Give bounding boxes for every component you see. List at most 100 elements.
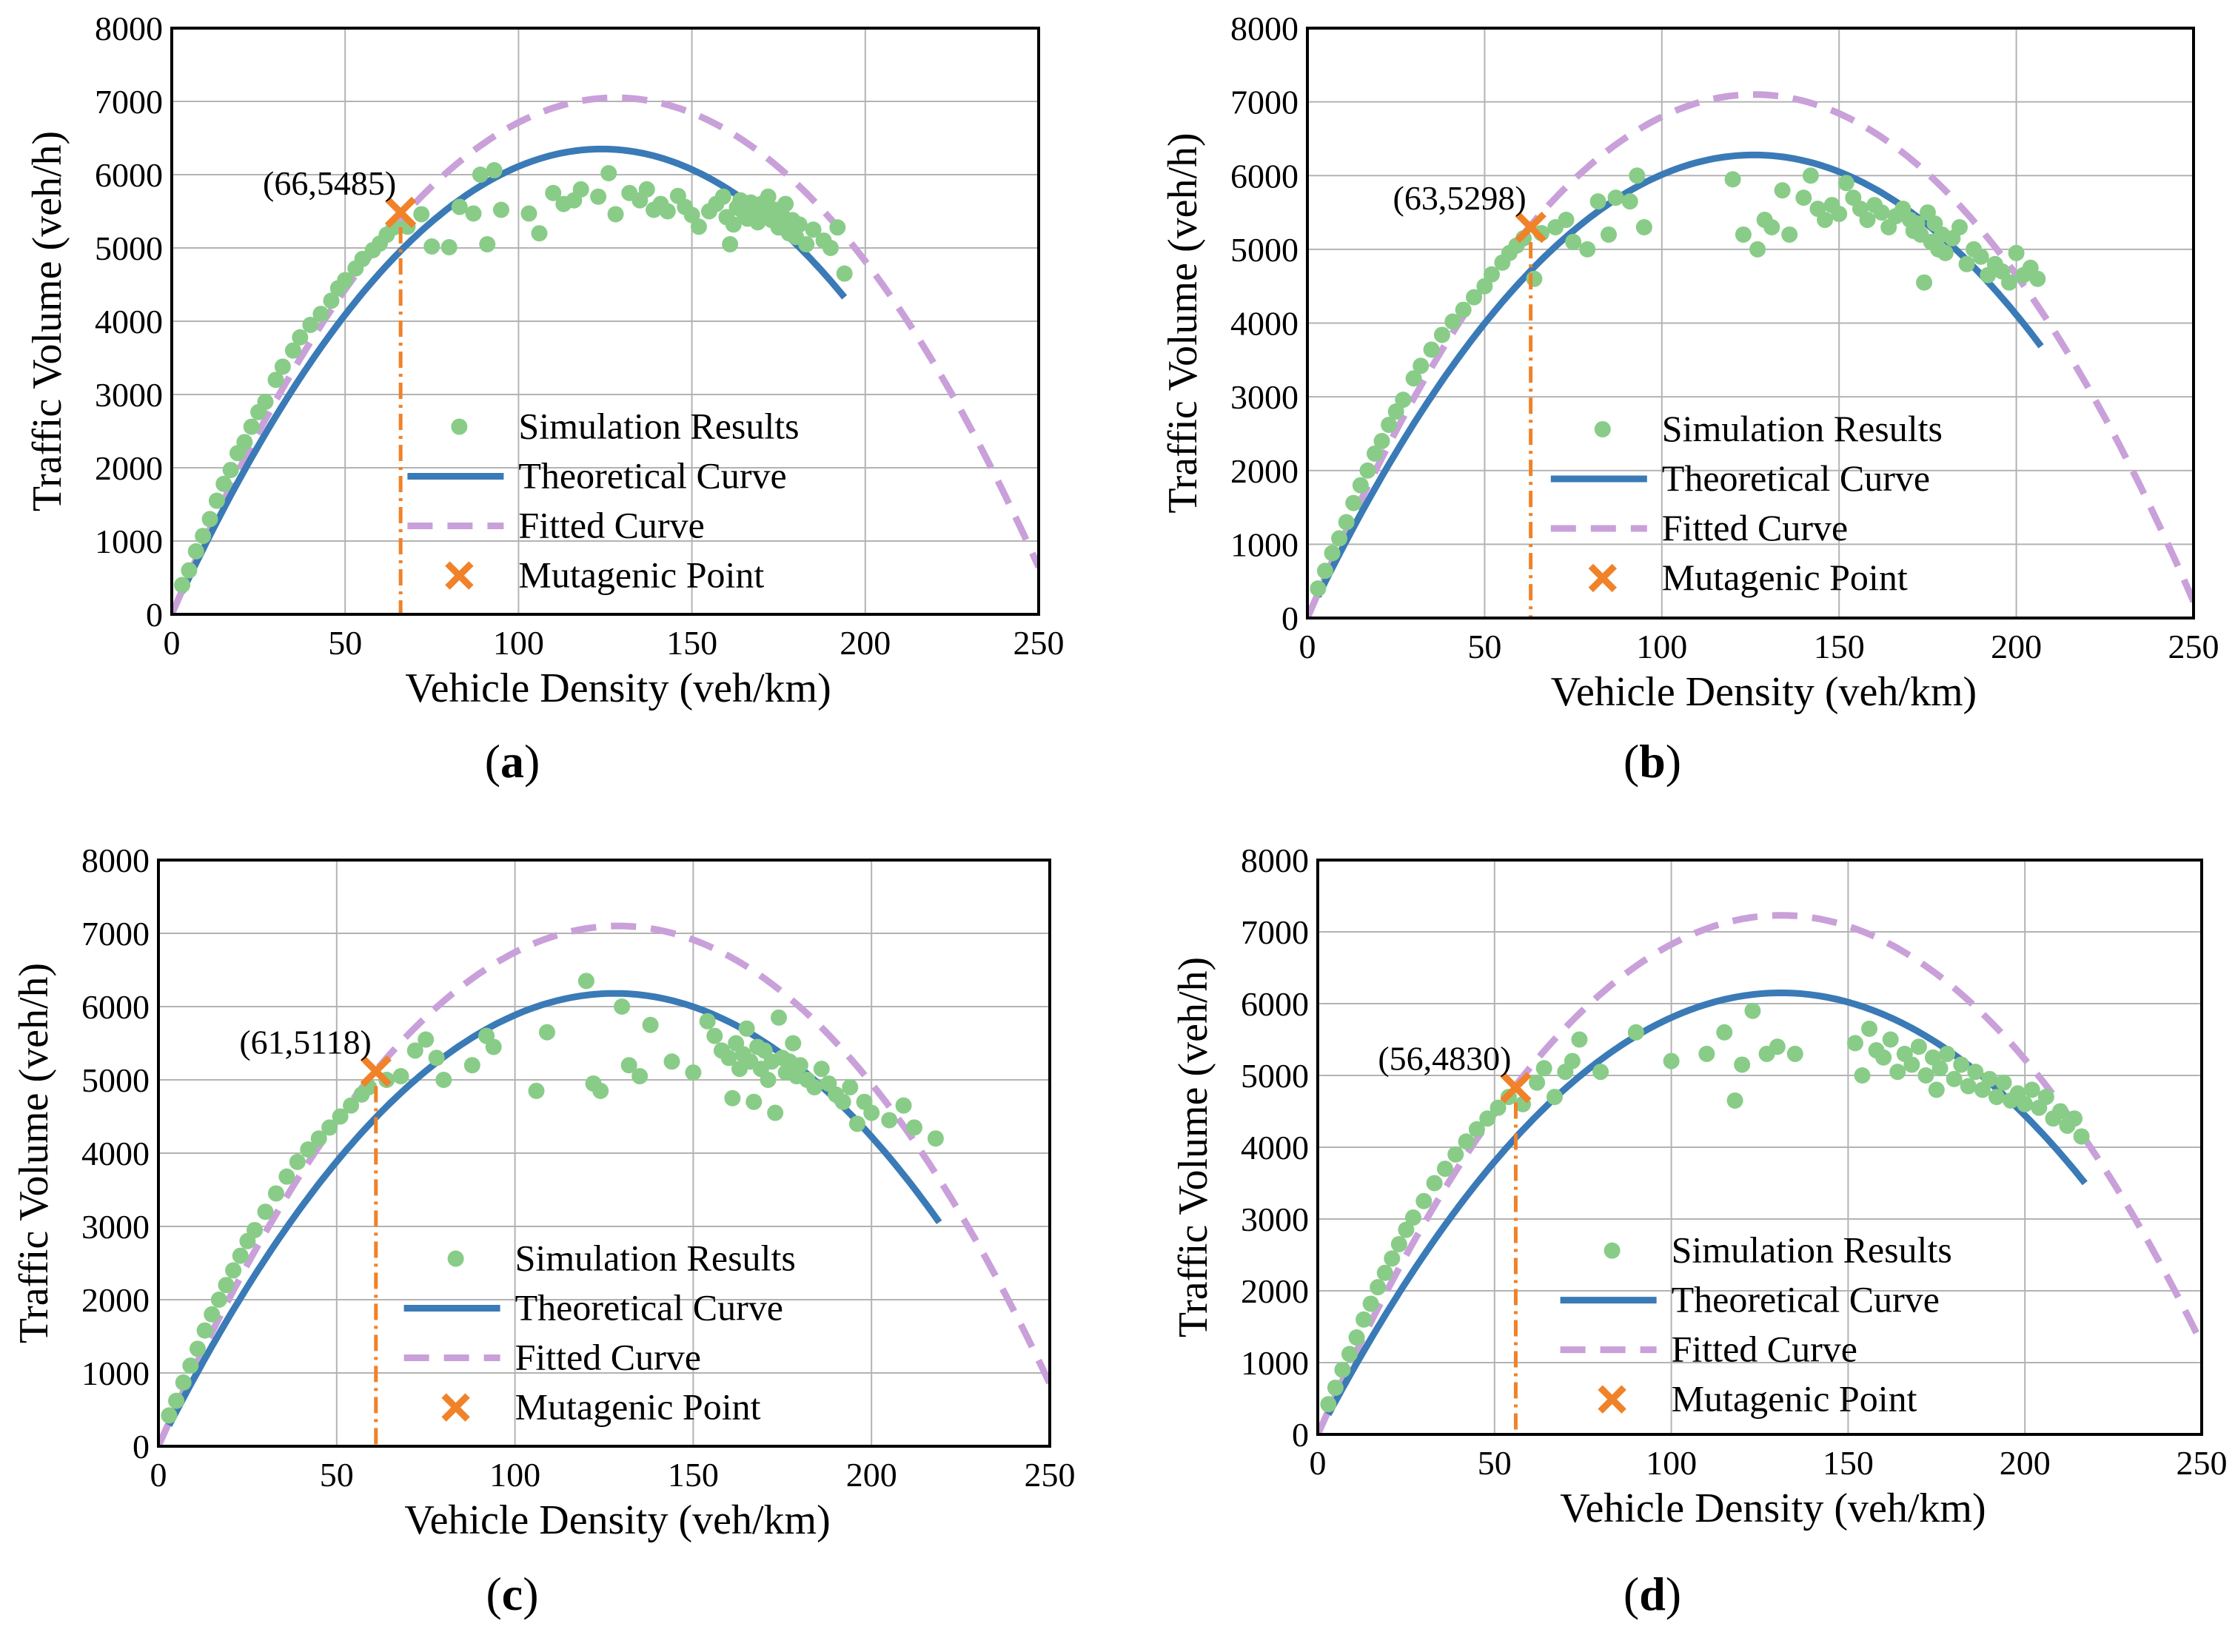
simulation-point <box>196 1322 213 1339</box>
simulation-point <box>1381 416 1398 433</box>
simulation-point <box>1571 1031 1588 1048</box>
simulation-point <box>1953 1056 1970 1073</box>
simulation-point <box>722 236 739 253</box>
legend-label: Simulation Results <box>1662 408 1943 449</box>
simulation-point <box>1529 1074 1546 1091</box>
plot-frame <box>1306 27 2195 620</box>
simulation-point <box>2023 1081 2040 1098</box>
simulation-point <box>1958 255 1975 272</box>
simulation-point <box>1558 212 1575 229</box>
simulation-point <box>1387 403 1404 420</box>
simulation-point <box>1334 1361 1351 1378</box>
simulation-point <box>232 1247 249 1264</box>
simulation-point <box>1946 1070 1963 1087</box>
simulation-point <box>895 1097 912 1114</box>
simulation-point <box>1854 1067 1871 1084</box>
mutagenic-point-marker <box>360 1055 392 1087</box>
simulation-point <box>1837 175 1854 192</box>
simulation-point <box>1931 1060 1948 1077</box>
chart-panel-b: 0 50 100 150 200 250 0 1000 2000 3000 4000 5000 6000… <box>1160 10 2219 788</box>
simulation-point <box>1749 241 1766 258</box>
x-axis-title: Vehicle Density (veh/km) <box>1560 1485 1986 1531</box>
y-tick-label: 2000 <box>81 1281 150 1319</box>
simulation-point <box>690 218 707 235</box>
y-tick-label: 7000 <box>1230 84 1299 121</box>
simulation-point <box>1846 1035 1863 1052</box>
simulation-point <box>1526 270 1543 287</box>
y-tick-label: 4000 <box>81 1135 150 1172</box>
panel-caption: (a) <box>485 735 540 788</box>
simulation-point <box>1903 1056 1920 1073</box>
chart-panel-a: 0 50 100 150 200 250 0 1000 2000 3000 4000 5000 6000… <box>24 10 1065 788</box>
simulation-point <box>685 1064 702 1081</box>
y-axis-title: Traffic Volume (veh/h) <box>1160 132 1206 513</box>
legend-scatter-swatch <box>1594 420 1611 437</box>
simulation-point <box>590 188 607 205</box>
simulation-point <box>1889 1064 1906 1081</box>
theoretical-curve <box>179 145 848 594</box>
mutagenic-point-marker <box>384 196 417 229</box>
fitted-curve <box>172 94 1039 614</box>
y-tick-label: 2000 <box>1230 452 1299 490</box>
simulation-point <box>683 206 700 224</box>
simulation-point <box>1423 341 1440 358</box>
y-tick-label: 8000 <box>81 842 150 879</box>
y-tick-label: 5000 <box>1241 1057 1309 1095</box>
simulation-point <box>663 1053 680 1070</box>
simulation-point <box>302 316 319 333</box>
y-tick-label: 3000 <box>1230 378 1299 416</box>
simulation-point <box>181 562 198 579</box>
simulation-point <box>337 272 354 289</box>
legend-scatter-swatch <box>1604 1242 1621 1259</box>
simulation-point <box>486 162 503 179</box>
x-tick-label: 0 <box>1310 1444 1327 1482</box>
y-axis-title: Traffic Volume (veh/h) <box>11 963 57 1343</box>
legend-label: Simulation Results <box>1672 1229 1952 1271</box>
simulation-point <box>465 205 482 222</box>
plot-frame <box>157 859 1051 1448</box>
simulation-point <box>1359 462 1376 479</box>
simulation-point <box>760 188 777 205</box>
simulation-point <box>600 165 617 182</box>
simulation-point <box>310 1130 327 1147</box>
simulation-point <box>1390 1235 1407 1252</box>
simulation-point <box>1635 218 1652 235</box>
simulation-point <box>204 1306 221 1323</box>
y-tick-label: 0 <box>1281 600 1299 637</box>
simulation-point <box>2008 244 2025 261</box>
simulation-point <box>1817 212 1834 229</box>
y-tick-label: 0 <box>1292 1416 1309 1454</box>
simulation-point <box>278 1168 295 1185</box>
simulation-point <box>1468 1121 1485 1138</box>
simulation-point <box>492 201 509 218</box>
legend-label: Theoretical Curve <box>518 455 786 497</box>
y-tick-label: 3000 <box>95 376 163 414</box>
mutagenic-point-label: (56,4830) <box>1378 1039 1511 1077</box>
y-tick-label: 8000 <box>1241 842 1309 879</box>
simulation-point <box>174 577 191 594</box>
x-tick-label: 200 <box>846 1456 897 1494</box>
simulation-point <box>1331 530 1348 547</box>
simulation-point <box>1951 218 1968 235</box>
simulation-point <box>699 1013 716 1030</box>
simulation-point <box>1875 1049 1892 1066</box>
simulation-point <box>210 1292 227 1308</box>
simulation-point <box>1490 1099 1507 1116</box>
simulation-point <box>528 1082 545 1099</box>
simulation-point <box>1882 1031 1899 1048</box>
x-axis-title: Vehicle Density (veh/km) <box>1551 669 1977 715</box>
y-tick-label: 7000 <box>95 83 163 121</box>
simulation-point <box>520 205 537 222</box>
simulation-point <box>392 1068 409 1085</box>
simulation-point <box>1621 193 1638 210</box>
simulation-point <box>1724 171 1741 188</box>
y-tick-label: 6000 <box>1241 985 1309 1023</box>
mutagenic-point-label: (66,5485) <box>263 164 396 202</box>
simulation-point <box>267 372 284 389</box>
chart-panel-d: 0 50 100 150 200 250 0 1000 2000 3000 4000 5000 6000… <box>1170 842 2228 1620</box>
simulation-point <box>1338 514 1355 531</box>
simulation-point <box>1370 1279 1387 1296</box>
simulation-point <box>1415 1192 1433 1209</box>
simulation-point <box>1345 494 1362 511</box>
